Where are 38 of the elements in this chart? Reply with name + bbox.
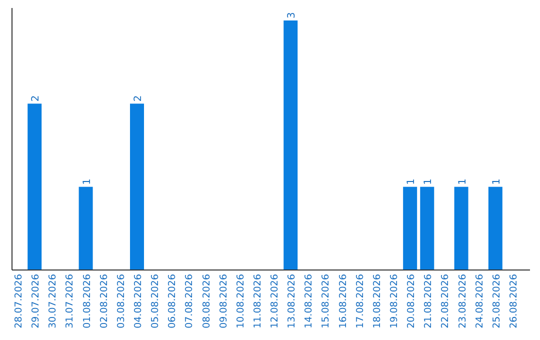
x-tick-label: 07.08.2026: [184, 274, 196, 328]
data-label: 1: [491, 178, 502, 185]
x-tick-label: 28.07.2026: [14, 274, 25, 328]
x-tick-label: 24.08.2026: [474, 274, 486, 328]
x-tick-label: 31.07.2026: [64, 274, 76, 328]
x-tick-label: 06.08.2026: [167, 274, 178, 328]
x-tick-label: 03.08.2026: [116, 274, 127, 328]
x-tick-label: 01.08.2026: [82, 274, 93, 328]
data-label: 1: [457, 178, 468, 185]
x-tick-label: 19.08.2026: [389, 274, 400, 328]
data-label: 1: [406, 178, 418, 185]
x-tick-label: 13.08.2026: [286, 274, 298, 328]
x-tick-label: 23.08.2026: [457, 274, 468, 328]
data-label: 2: [133, 95, 144, 102]
x-tick-label: 08.08.2026: [201, 274, 212, 328]
x-tick-label: 09.08.2026: [218, 274, 230, 328]
data-label: 1: [423, 178, 434, 185]
x-tick-label: 25.08.2026: [491, 274, 502, 328]
data-label: 1: [82, 178, 93, 185]
x-tick-label: 22.08.2026: [440, 274, 452, 328]
x-tick-label: 21.08.2026: [423, 274, 434, 328]
x-tick-label: 30.07.2026: [48, 274, 59, 328]
x-tick-label: 02.08.2026: [98, 274, 110, 328]
x-tick-label: 26.08.2026: [508, 274, 520, 328]
data-label: 2: [30, 95, 42, 102]
x-tick-label: 14.08.2026: [304, 274, 315, 328]
x-tick-label: 11.08.2026: [252, 274, 264, 328]
x-tick-label: 18.08.2026: [372, 274, 383, 328]
x-tick-label: 20.08.2026: [406, 274, 418, 328]
x-tick-label: 04.08.2026: [133, 274, 144, 328]
x-tick-label: 29.07.2026: [30, 274, 42, 328]
x-tick-label: 12.08.2026: [270, 274, 281, 328]
x-tick-label: 15.08.2026: [320, 274, 332, 328]
x-tick-label: 17.08.2026: [354, 274, 366, 328]
x-tick-label: 05.08.2026: [150, 274, 162, 328]
x-tick-label: 16.08.2026: [338, 274, 349, 328]
x-tick-label: 10.08.2026: [235, 274, 246, 328]
data-label: 3: [286, 12, 298, 18]
